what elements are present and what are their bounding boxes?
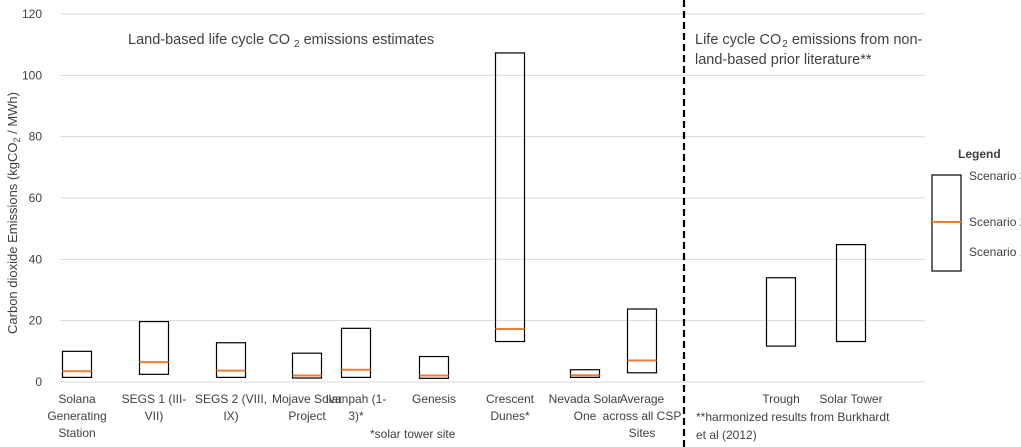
prior-literature-title-line2: land-based prior literature**	[695, 52, 872, 68]
y-axis-title: Carbon dioxide Emissions (kgCO2 / MWh)	[5, 92, 22, 334]
y-axis: 0 20 40 60 80 100 120	[22, 7, 42, 389]
y-tick-label: 100	[22, 68, 42, 82]
land-x-label-4: 3)*	[348, 409, 364, 423]
legend-scenario-3: Scenario 3	[969, 169, 1021, 183]
y-tick-label: 60	[29, 191, 43, 205]
land-x-label-2: IX)	[223, 409, 238, 423]
land-based-title: Land-based life cycle CO 2 emissions esti…	[128, 32, 434, 50]
prior-footnote-line1: **harmonized results from Burkhardt	[696, 410, 890, 424]
prior-box-0	[765, 277, 797, 347]
land-x-label-8: Average	[620, 392, 665, 406]
y-tick-label: 40	[29, 252, 43, 266]
land-x-label-0: Generating	[47, 409, 106, 423]
land-x-label-0: Station	[58, 426, 95, 440]
prior-box-1	[835, 244, 867, 343]
land-box-4	[340, 327, 372, 379]
land-box-3	[291, 352, 323, 379]
land-box-6	[494, 52, 526, 343]
y-tick-label: 0	[35, 375, 42, 389]
land-x-label-8: Sites	[629, 426, 656, 440]
land-box-1	[138, 320, 170, 375]
legend-scenario-2: Scenario 2	[969, 215, 1021, 229]
land-x-label-4: Ivanpah (1-	[326, 392, 387, 406]
land-x-label-7: One	[574, 409, 597, 423]
prior-x-label-0: Trough	[762, 392, 800, 406]
land-x-label-1: SEGS 1 (III-	[122, 392, 187, 406]
land-box-0	[61, 350, 93, 379]
prior-x-label-1: Solar Tower	[819, 392, 882, 406]
legend-title: Legend	[958, 147, 1001, 161]
land-footnote: *solar tower site	[370, 427, 456, 441]
land-box-5	[418, 355, 450, 379]
land-box-7	[569, 369, 601, 379]
land-x-label-6: Dunes*	[490, 409, 530, 423]
y-tick-label: 20	[29, 314, 43, 328]
y-tick-label: 120	[22, 7, 42, 21]
land-x-label-2: SEGS 2 (VIII,	[195, 392, 267, 406]
land-x-label-1: VII)	[145, 409, 164, 423]
legend: Legend Scenario 3 Scenario 2 Scenario 1	[931, 147, 1021, 272]
x-axis-labels: Solana Generating Station SEGS 1 (III- VII) S…	[47, 392, 882, 440]
land-x-label-6: Crescent	[486, 392, 535, 406]
land-x-label-0: Solana	[58, 392, 96, 406]
legend-scenario-1: Scenario 1	[969, 245, 1021, 259]
land-box-8	[626, 308, 658, 374]
gridlines	[60, 13, 925, 383]
land-x-label-5: Genesis	[412, 392, 456, 406]
y-tick-label: 80	[29, 130, 43, 144]
prior-literature-title-line1: Life cycle CO2 emissions from non-	[695, 32, 923, 50]
land-x-label-3: Mojave Solar	[272, 392, 342, 406]
land-x-label-8: across all CSP	[603, 409, 682, 423]
land-box-2	[215, 342, 247, 379]
bars	[61, 52, 867, 379]
land-x-label-3: Project	[288, 409, 326, 423]
land-x-label-7: Nevada Solar	[549, 392, 622, 406]
prior-footnote-line2: et al (2012)	[696, 428, 757, 442]
